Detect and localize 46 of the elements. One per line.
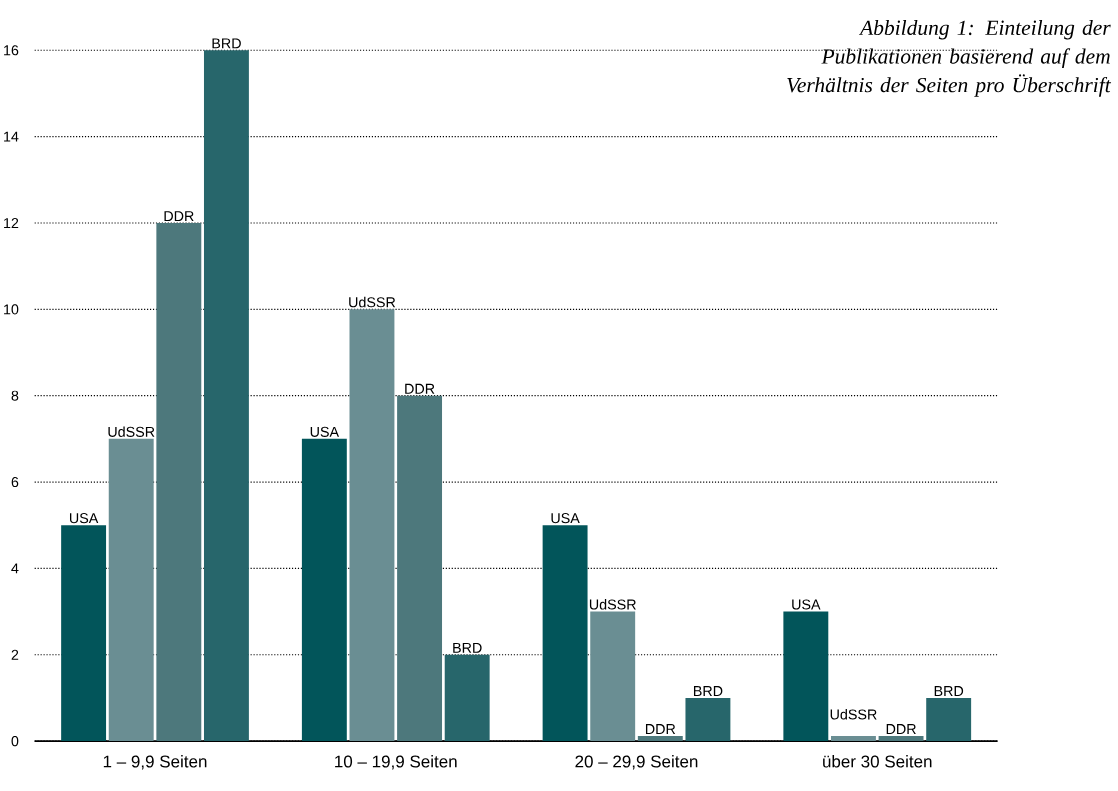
y-tick-label: 14 <box>4 131 19 142</box>
y-tick-label: 4 <box>11 563 19 574</box>
bar <box>203 50 249 741</box>
text: UdSSR <box>830 708 877 720</box>
bar <box>637 735 683 741</box>
text: USA <box>310 426 340 437</box>
chart-title: Abbildung 1: Einteilung der Publikationen basierend auf dem Verhältnis der Seiten pro Überschrift <box>787 19 1112 97</box>
text: BRD <box>453 642 482 653</box>
y-tick-label: 10 <box>4 304 19 315</box>
y-tick-label: 2 <box>11 649 19 660</box>
bar <box>397 395 443 741</box>
bar <box>301 438 347 741</box>
bar <box>878 735 924 741</box>
text: UdSSR <box>589 598 636 610</box>
y-tick-label: 12 <box>4 217 19 228</box>
bar <box>590 611 636 741</box>
text: USA <box>69 512 99 524</box>
text: DDR <box>645 723 676 734</box>
x-tick-label: 10 – 19,9 Seiten <box>335 754 457 770</box>
series-label: USA <box>792 599 821 610</box>
x-tick-label: 1 – 9,9 Seiten <box>103 754 207 770</box>
y-tick-label: 0 <box>11 735 19 746</box>
text: BRD <box>934 685 964 696</box>
bar <box>108 438 154 741</box>
bar <box>444 654 490 741</box>
y-tick-label: 16 <box>4 45 19 56</box>
series-label: DDR <box>405 383 435 394</box>
y-tick-label: 8 <box>11 390 19 401</box>
text: USA <box>551 512 580 524</box>
text: DDR <box>164 210 194 221</box>
x-tick-label: über 30 Seiten <box>823 754 932 768</box>
x-tick-label: 20 – 29,9 Seiten <box>575 754 698 770</box>
y-tick-label: 6 <box>11 476 19 487</box>
bar <box>685 697 731 741</box>
bar <box>926 697 972 741</box>
text: BRD <box>693 685 723 696</box>
bar <box>542 525 588 741</box>
bar <box>349 309 395 741</box>
series-label: UdSSR <box>349 296 396 308</box>
bar <box>830 735 876 741</box>
text: UdSSR <box>108 426 155 437</box>
bar <box>61 525 107 741</box>
bar <box>156 222 202 741</box>
series-label: BRD <box>212 38 241 49</box>
text: DDR <box>886 723 916 734</box>
bar <box>783 611 829 741</box>
